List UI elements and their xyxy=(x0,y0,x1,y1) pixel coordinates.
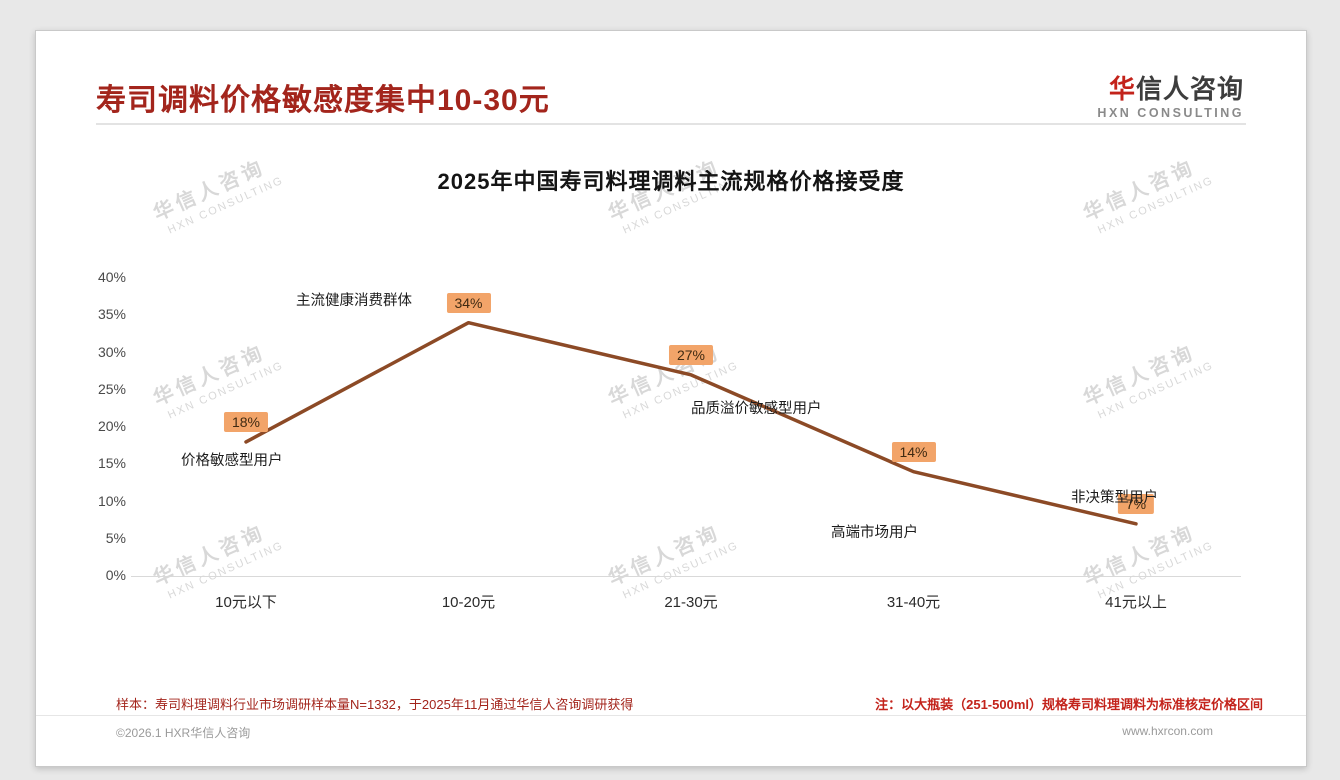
report-card: 华信人咨询 HXN CONSULTING 华信人咨询 HXN CONSULTING 华信… xyxy=(35,30,1307,767)
sample-note: 样本：寿司料理调料行业市场调研样本量N=1332，于2025年11月通过华信人咨… xyxy=(116,697,634,712)
annotation: 高端市场用户 xyxy=(831,525,918,541)
page-title: 寿司调料价格敏感度集中10-30元 xyxy=(96,84,550,117)
data-point-label: 34% xyxy=(446,292,491,313)
header-divider xyxy=(96,123,1246,125)
logo-cn: 华信人咨询 xyxy=(1097,75,1244,104)
annotation: 价格敏感型用户 xyxy=(181,453,283,469)
x-axis-label: 10元以下 xyxy=(215,594,277,611)
x-axis-line xyxy=(131,576,1241,577)
y-axis-label: 15% xyxy=(97,455,126,472)
y-axis-label: 10% xyxy=(97,492,126,509)
annotation: 品质溢价敏感型用户 xyxy=(691,401,822,417)
y-axis-label: 30% xyxy=(97,343,126,360)
y-axis-label: 35% xyxy=(97,306,126,323)
data-point-label: 18% xyxy=(223,411,269,432)
x-axis-label: 31-40元 xyxy=(886,594,941,611)
y-axis-label: 40% xyxy=(97,269,126,285)
data-point-label: 27% xyxy=(668,344,714,365)
x-axis-label: 41元以上 xyxy=(1105,594,1167,611)
x-axis-label: 21-30元 xyxy=(664,594,718,611)
chart-title: 2025年中国寿司料理调料主流规格价格接受度 xyxy=(437,169,905,194)
footer-divider xyxy=(36,715,1306,716)
y-axis-label: 0% xyxy=(105,567,126,583)
copyright: ©2026.1 HXR华信人咨询 xyxy=(116,726,251,740)
y-axis-label: 5% xyxy=(105,529,126,546)
logo-cn-rest: 信人咨询 xyxy=(1135,74,1244,104)
logo-subtitle: HXN CONSULTING xyxy=(1097,105,1244,120)
annotation: 主流健康消费群体 xyxy=(296,293,412,309)
logo-cn-accent: 华 xyxy=(1108,74,1136,104)
price-note: 注：以大瓶装（251-500ml）规格寿司料理调料为标准核定价格区间 xyxy=(875,697,1263,712)
brand-logo: 华信人咨询 HXN CONSULTING xyxy=(1097,75,1244,120)
trend-line xyxy=(244,320,1138,526)
data-point-label: 7% xyxy=(1117,493,1155,514)
chart: 0% 5% 10% 15% 20% 25% 30% 35% 40% 18% 34% 27% 14% 7% 1… xyxy=(96,231,1246,629)
website-link: www.hxrcon.com xyxy=(1122,724,1213,738)
x-axis-label: 10-20元 xyxy=(441,594,496,611)
data-point-label: 14% xyxy=(891,441,936,462)
y-axis-label: 25% xyxy=(97,380,126,397)
y-axis-label: 20% xyxy=(97,418,126,434)
annotation: 非决策型用户 xyxy=(1071,490,1158,506)
